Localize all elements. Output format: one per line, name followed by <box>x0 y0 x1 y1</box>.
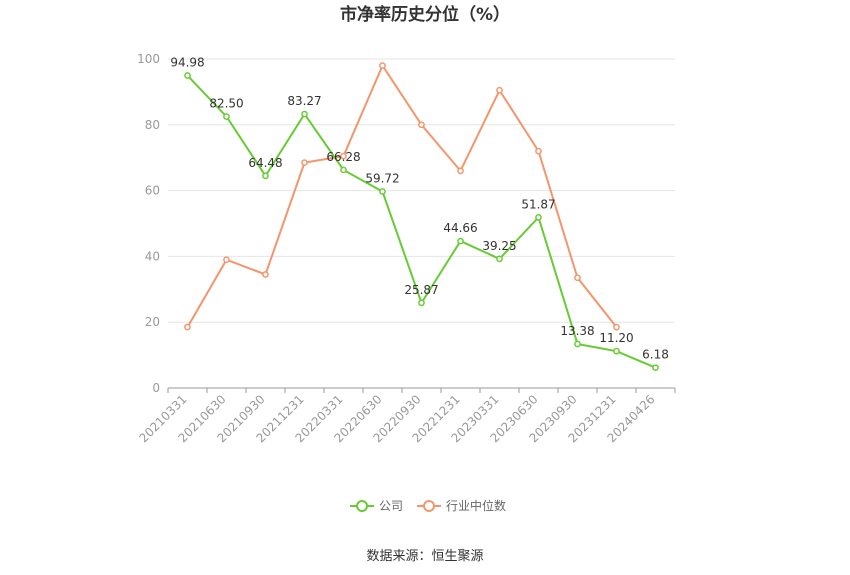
data-point[interactable] <box>184 323 191 331</box>
data-point[interactable] <box>340 166 347 174</box>
data-point[interactable] <box>418 299 425 307</box>
data-point[interactable] <box>613 347 620 355</box>
grid <box>168 58 675 323</box>
legend-marker-icon <box>356 500 368 512</box>
data-point[interactable] <box>184 72 191 79</box>
data-label: 59.72 <box>365 172 399 186</box>
data-point[interactable] <box>457 167 464 175</box>
data-point[interactable] <box>340 152 347 160</box>
data-point[interactable] <box>379 62 386 69</box>
legend-marker-icon <box>423 500 435 512</box>
axes: 0204060801002021033120210630202109302021… <box>137 52 676 445</box>
series-layer <box>184 62 659 372</box>
chart-title: 市净率历史分位（%） <box>340 4 510 25</box>
data-point[interactable] <box>379 188 386 195</box>
data-point[interactable] <box>613 323 620 331</box>
data-label: 6.18 <box>642 348 669 362</box>
data-label: 66.28 <box>326 150 360 164</box>
series-company <box>184 72 659 372</box>
y-tick-label: 40 <box>145 249 160 263</box>
y-tick-label: 80 <box>145 118 160 132</box>
y-tick-label: 100 <box>137 52 160 66</box>
data-label: 83.27 <box>287 94 321 108</box>
data-point[interactable] <box>223 256 230 264</box>
data-label: 51.87 <box>521 197 555 211</box>
legend-item-company[interactable]: 公司 <box>350 499 403 513</box>
data-point[interactable] <box>535 147 542 155</box>
y-tick-label: 20 <box>145 315 160 329</box>
data-point[interactable] <box>457 237 464 245</box>
data-point[interactable] <box>652 364 659 372</box>
y-tick-label: 60 <box>145 184 160 198</box>
data-point[interactable] <box>574 340 581 348</box>
data-source: 数据来源：恒生聚源 <box>366 549 483 564</box>
series-industry-median <box>184 62 620 331</box>
data-point[interactable] <box>496 86 503 94</box>
data-label: 64.48 <box>248 156 282 170</box>
data-label: 44.66 <box>443 221 477 235</box>
data-label: 25.87 <box>404 283 438 297</box>
legend[interactable]: 公司 行业中位数 <box>350 498 506 513</box>
data-label: 94.98 <box>170 56 204 70</box>
data-point[interactable] <box>496 255 503 263</box>
data-point[interactable] <box>574 274 581 282</box>
data-label: 13.38 <box>560 324 594 338</box>
data-point[interactable] <box>535 213 542 221</box>
data-point[interactable] <box>418 121 425 129</box>
data-point[interactable] <box>301 159 308 166</box>
y-tick-label: 0 <box>152 381 160 395</box>
legend-label: 公司 <box>379 499 403 513</box>
data-label: 39.25 <box>482 239 516 253</box>
legend-label: 行业中位数 <box>446 498 506 513</box>
series-line <box>186 63 618 328</box>
data-point[interactable] <box>223 113 230 120</box>
data-point[interactable] <box>301 110 308 118</box>
legend-item-industry-median[interactable]: 行业中位数 <box>417 498 506 513</box>
data-point[interactable] <box>262 172 269 180</box>
data-label: 11.20 <box>599 331 633 345</box>
data-labels: 94.98 82.50 64.48 83.27 66.28 59.72 25.87 44.66… <box>170 56 669 362</box>
data-point[interactable] <box>262 271 269 278</box>
data-label: 82.50 <box>209 97 243 111</box>
